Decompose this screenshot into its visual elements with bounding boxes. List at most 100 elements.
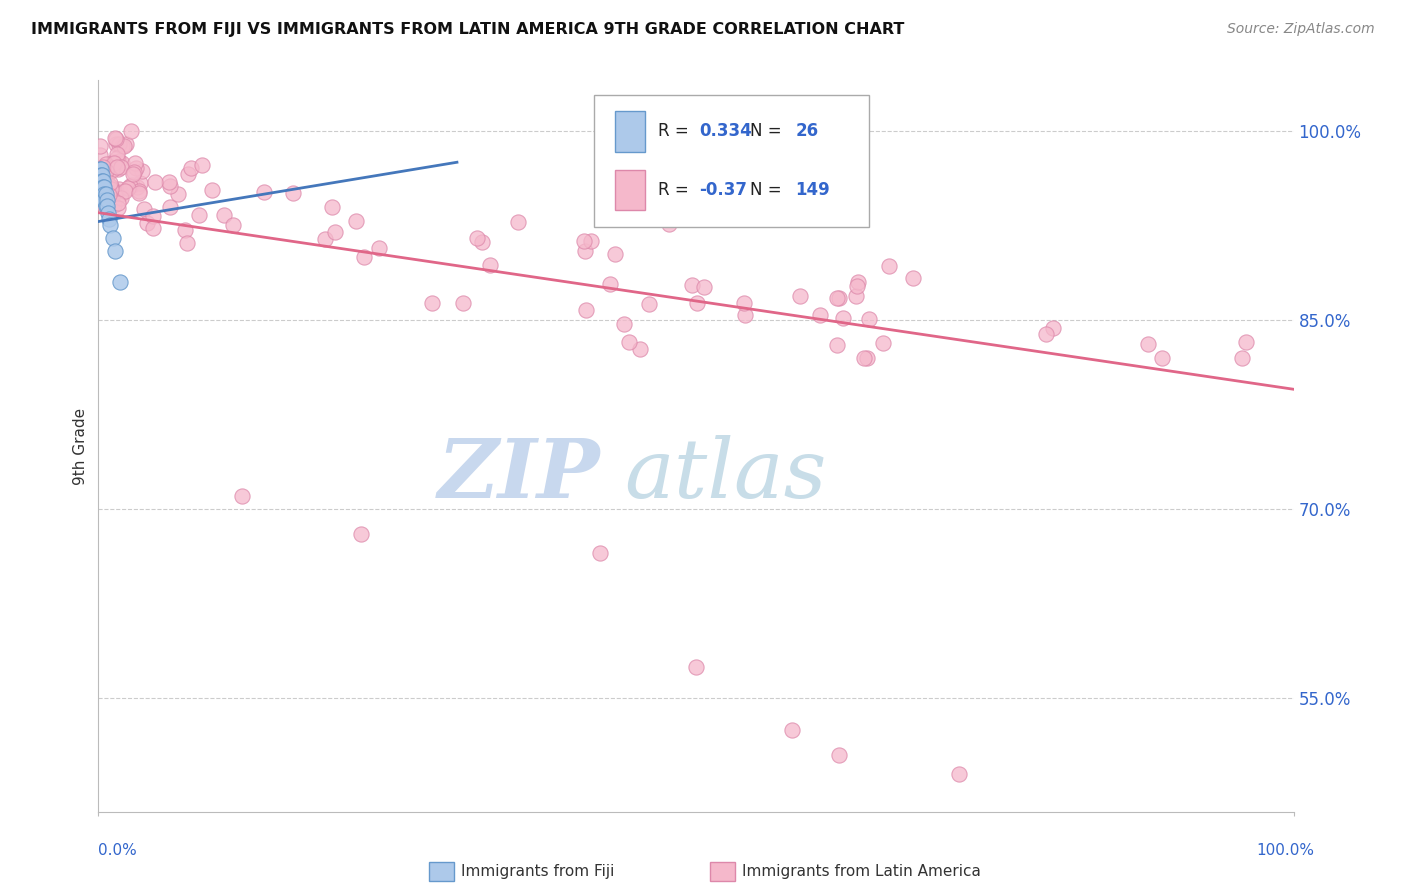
Point [825, 291, 848, 305]
Point [159, 200, 181, 214]
Point [828, 747, 851, 762]
Point [91, 160, 114, 174]
Point [142, 220, 165, 235]
Point [323, 225, 346, 239]
Point [136, 216, 159, 230]
Point [1136, 337, 1159, 351]
Point [143, 175, 166, 189]
Point [105, 132, 128, 146]
Point [599, 277, 621, 292]
Point [142, 209, 165, 223]
Point [167, 187, 190, 202]
Point [110, 186, 132, 201]
Point [120, 124, 142, 138]
Point [901, 270, 924, 285]
Point [579, 234, 602, 248]
Point [321, 200, 343, 214]
Point [89, 148, 111, 162]
Text: 100.0%: 100.0% [1257, 843, 1315, 858]
Point [613, 318, 636, 332]
Point [180, 161, 202, 175]
Point [98, 219, 122, 233]
Point [100, 180, 122, 194]
Point [105, 146, 128, 161]
Point [115, 137, 138, 152]
Point [93, 169, 115, 183]
Point [422, 296, 444, 310]
Point [104, 185, 127, 199]
Point [638, 297, 661, 311]
Point [252, 186, 274, 200]
Point [91, 193, 114, 207]
Point [174, 223, 197, 237]
Text: atlas: atlas [624, 435, 827, 516]
Point [176, 236, 198, 251]
Point [96, 156, 118, 170]
Point [121, 178, 143, 192]
Point [114, 184, 136, 198]
Point [91, 174, 114, 188]
Point [124, 156, 146, 170]
Point [108, 154, 131, 169]
Point [858, 311, 880, 326]
Point [107, 196, 129, 211]
Point [121, 167, 143, 181]
Point [91, 196, 114, 211]
Point [104, 131, 127, 145]
Point [231, 490, 253, 504]
Point [117, 181, 139, 195]
Point [350, 527, 373, 541]
Point [471, 235, 494, 249]
Point [93, 186, 115, 201]
Point [872, 336, 894, 351]
Point [1035, 326, 1057, 341]
Point [825, 338, 848, 352]
Point [177, 167, 200, 181]
Point [314, 232, 336, 246]
Point [681, 278, 703, 293]
Point [90, 173, 112, 187]
Point [212, 208, 235, 222]
Point [574, 302, 596, 317]
Point [91, 180, 114, 194]
Point [93, 193, 115, 207]
Point [693, 279, 716, 293]
Point [465, 231, 488, 245]
Text: Immigrants from Latin America: Immigrants from Latin America [742, 864, 981, 879]
Point [367, 241, 389, 255]
Point [98, 212, 121, 227]
Point [128, 176, 150, 190]
Point [112, 139, 135, 153]
Point [89, 165, 111, 179]
Point [97, 160, 120, 174]
Point [96, 199, 118, 213]
Point [94, 186, 117, 201]
Point [131, 163, 153, 178]
Point [734, 309, 756, 323]
Point [90, 168, 112, 182]
Point [94, 177, 117, 191]
FancyBboxPatch shape [595, 95, 869, 227]
Point [94, 173, 117, 187]
Point [353, 250, 375, 264]
Point [108, 136, 131, 151]
Point [132, 202, 155, 216]
Point [832, 311, 855, 326]
Text: -0.37: -0.37 [700, 181, 748, 199]
Point [107, 182, 129, 196]
Point [603, 247, 626, 261]
Point [105, 151, 128, 165]
Point [97, 205, 120, 219]
Point [89, 161, 111, 176]
Point [201, 184, 224, 198]
Point [103, 198, 125, 212]
Point [780, 723, 803, 737]
Point [157, 175, 180, 189]
Point [104, 244, 127, 258]
Point [90, 175, 112, 189]
Point [97, 166, 120, 180]
Point [1042, 320, 1064, 334]
Point [111, 156, 134, 170]
Point [91, 186, 114, 201]
Point [1150, 351, 1173, 365]
